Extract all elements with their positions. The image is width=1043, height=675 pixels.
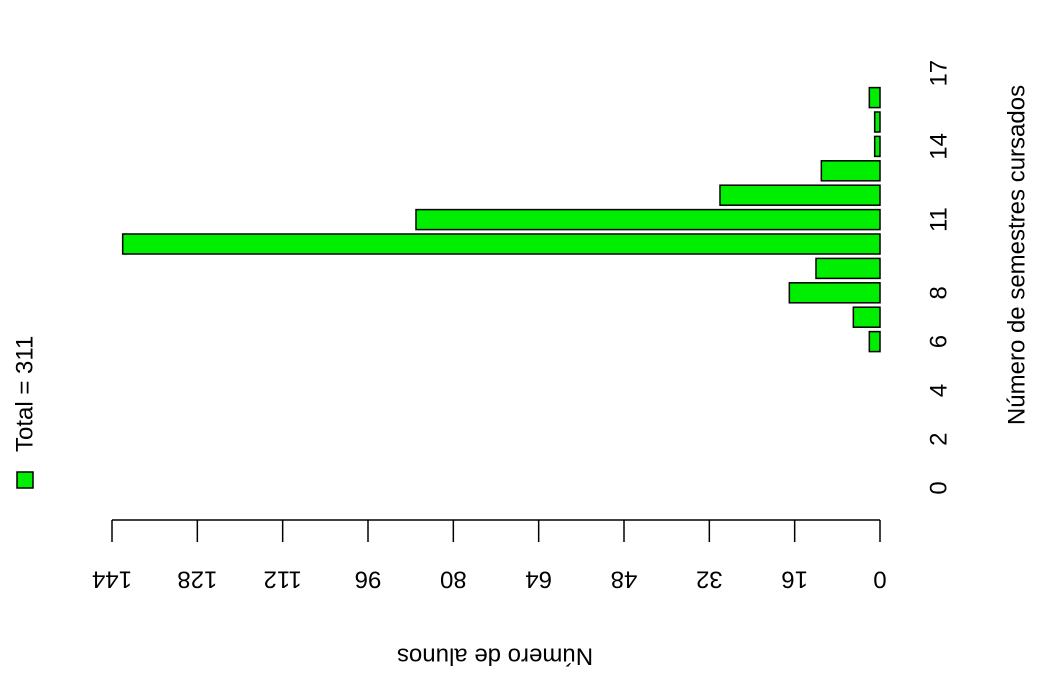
- y-tick-label: 17: [925, 60, 952, 87]
- bar: [868, 330, 881, 353]
- bar: [852, 306, 881, 328]
- bar: [719, 184, 881, 206]
- bar: [415, 208, 881, 231]
- bar: [820, 160, 881, 182]
- x-tick-label: 144: [92, 566, 132, 593]
- x-tick-label: 80: [440, 566, 467, 593]
- bar: [868, 86, 881, 109]
- y-tick-label: 11: [925, 207, 952, 232]
- bar: [788, 282, 881, 304]
- bar: [121, 233, 881, 255]
- x-tick-label: 0: [873, 566, 886, 593]
- bar: [873, 111, 881, 133]
- x-tick-label: 112: [264, 566, 302, 593]
- x-tick-label: 48: [611, 566, 638, 593]
- y-tick-label: 8: [925, 286, 952, 299]
- y-axis-title: Número de semestres cursados: [1003, 85, 1030, 425]
- bar: [873, 135, 881, 158]
- x-tick-label: 128: [177, 566, 217, 593]
- y-tick-label: 4: [925, 384, 952, 397]
- x-tick-label: 96: [355, 566, 382, 593]
- y-tick-label: 0: [925, 481, 952, 494]
- y-tick-label: 6: [925, 335, 952, 348]
- y-tick-label: 2: [925, 433, 952, 446]
- x-axis-title: Número de alunos: [397, 643, 593, 670]
- legend-label: Total = 311: [11, 336, 38, 452]
- x-tick-label: 16: [781, 566, 808, 593]
- x-tick-label: 32: [696, 566, 723, 593]
- y-tick-label: 14: [925, 133, 952, 160]
- legend-swatch: [16, 471, 34, 489]
- x-tick-label: 64: [525, 566, 552, 593]
- bar: [815, 257, 881, 280]
